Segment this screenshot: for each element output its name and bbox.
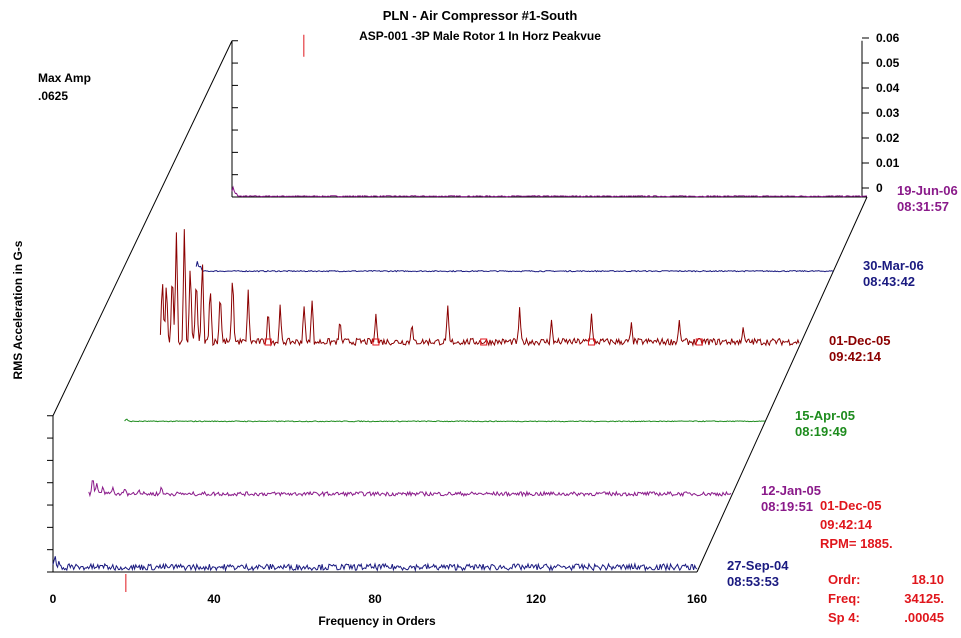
chart-subtitle: ASP-001 -3P Male Rotor 1 In Horz Peakvue xyxy=(359,29,601,43)
series-time-label: 08:19:51 xyxy=(761,499,813,514)
series-date-label: 01-Dec-05 xyxy=(829,333,890,348)
x-axis-label: Frequency in Orders xyxy=(318,614,436,628)
spectrum-line xyxy=(195,261,834,273)
y-tick-label: 0.05 xyxy=(876,56,900,70)
readout-rpm: RPM= 1885. xyxy=(820,536,893,551)
readout-ordr-value: 18.10 xyxy=(911,572,944,587)
left-depth-edge xyxy=(52,40,233,416)
spectrum-line xyxy=(124,418,766,423)
spectrum-line xyxy=(159,229,800,347)
readout-date: 01-Dec-05 xyxy=(820,498,881,513)
readout-time: 09:42:14 xyxy=(820,517,873,532)
x-tick-label: 80 xyxy=(368,592,382,606)
y-tick-label: 0.02 xyxy=(876,131,900,145)
spectrum-line xyxy=(231,185,867,198)
harmonic-marker xyxy=(480,338,488,346)
spectrum-line xyxy=(52,556,698,573)
y-tick-label: 0.03 xyxy=(876,106,900,120)
spectrum-line xyxy=(88,480,732,498)
chart-labels: PLN - Air Compressor #1-South ASP-001 -3… xyxy=(11,8,958,628)
x-tick-label: 120 xyxy=(526,592,546,606)
series-date-label: 15-Apr-05 xyxy=(795,408,855,423)
harmonic-marker xyxy=(695,338,703,346)
chart-title: PLN - Air Compressor #1-South xyxy=(383,8,578,23)
y-tick-label: 0.04 xyxy=(876,81,900,95)
readout-sp-value: .00045 xyxy=(904,610,944,625)
harmonic-marker xyxy=(372,338,380,346)
series-time-label: 08:43:42 xyxy=(863,274,915,289)
y-tick-label: 0 xyxy=(876,181,883,195)
y-axis-label: RMS Acceleration in G-s xyxy=(11,240,25,379)
series-date-label: 12-Jan-05 xyxy=(761,483,821,498)
readout-ordr-label: Ordr: xyxy=(828,572,861,587)
harmonic-marker xyxy=(587,338,595,346)
readout-freq-label: Freq: xyxy=(828,591,861,606)
x-tick-label: 160 xyxy=(687,592,707,606)
series-time-label: 08:53:53 xyxy=(727,574,779,589)
series-time-label: 09:42:14 xyxy=(829,349,882,364)
series-date-label: 19-Jun-06 xyxy=(897,183,958,198)
series-date-label: 30-Mar-06 xyxy=(863,258,924,273)
x-tick-label: 40 xyxy=(207,592,221,606)
x-tick-label: 0 xyxy=(50,592,57,606)
y-tick-label: 0.06 xyxy=(876,31,900,45)
y-tick-label: 0.01 xyxy=(876,156,900,170)
right-depth-edge xyxy=(696,196,868,573)
series-time-label: 08:31:57 xyxy=(897,199,949,214)
readout-freq-value: 34125. xyxy=(904,591,944,606)
readout-sp-label: Sp 4: xyxy=(828,610,860,625)
max-amp-value: .0625 xyxy=(38,89,68,103)
series-date-label: 27-Sep-04 xyxy=(727,558,789,573)
spectrum-traces xyxy=(52,34,867,592)
max-amp-label: Max Amp xyxy=(38,71,91,85)
series-time-label: 08:19:49 xyxy=(795,424,847,439)
harmonic-marker xyxy=(264,338,272,346)
